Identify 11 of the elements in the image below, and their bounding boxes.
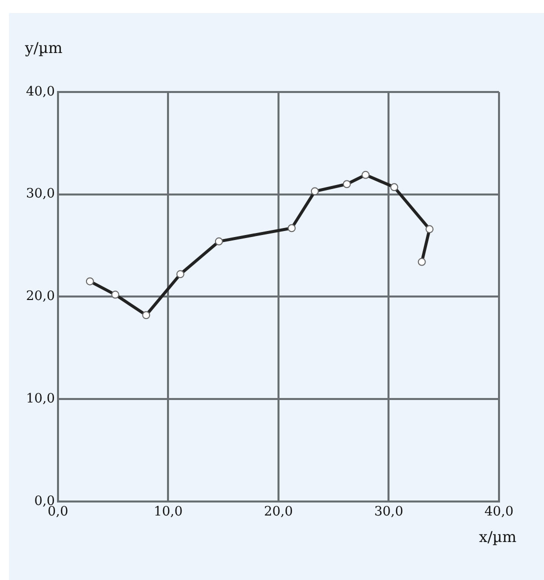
x-axis-title: x/µm (479, 528, 516, 546)
x-tick-label: 20,0 (264, 504, 293, 520)
y-tick-label: 40,0 (26, 84, 55, 100)
x-tick-label: 40,0 (484, 504, 514, 520)
x-tick-label: 10,0 (154, 504, 183, 520)
x-tick-label: 30,0 (374, 504, 404, 520)
x-tick-label: 0,0 (48, 504, 68, 520)
y-axis-title: y/µm (25, 39, 62, 57)
y-tick-label: 10,0 (26, 391, 55, 406)
y-tick-label: 30,0 (26, 186, 55, 202)
y-tick-label: 20,0 (26, 289, 55, 304)
